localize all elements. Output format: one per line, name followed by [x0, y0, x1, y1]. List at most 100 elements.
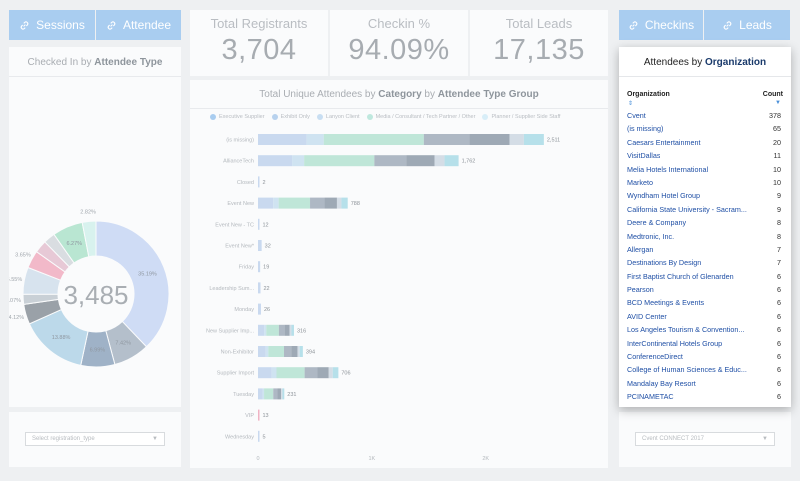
bar-segment[interactable]: [262, 388, 265, 400]
bar-segment[interactable]: [258, 176, 260, 188]
org-name-link[interactable]: ConferenceDirect: [627, 352, 683, 362]
org-name-link[interactable]: Wyndham Hotel Group: [627, 191, 701, 201]
org-name-link[interactable]: California State University - Sacram...: [627, 204, 747, 214]
org-name-link[interactable]: Cvent: [627, 111, 646, 120]
registration-type-select[interactable]: Select registration_type ▼: [25, 432, 165, 446]
table-row[interactable]: Melia Hotels International 10: [627, 163, 783, 176]
table-row[interactable]: Caesars Entertainment 20: [627, 136, 783, 149]
attendee-tab[interactable]: Attendee: [96, 10, 181, 40]
bar[interactable]: [258, 409, 260, 421]
bar-segment[interactable]: [284, 346, 292, 357]
sort-both-icon[interactable]: ⇕: [628, 101, 634, 107]
bar-segment[interactable]: [273, 388, 278, 400]
org-name-link[interactable]: Allergan: [627, 244, 654, 254]
bar-segment[interactable]: [271, 367, 277, 379]
org-name-link[interactable]: PCINAMETAC: [627, 392, 674, 402]
bar-segment[interactable]: [258, 134, 307, 145]
bar-segment[interactable]: [278, 324, 285, 336]
bar-segment[interactable]: [297, 346, 300, 357]
org-name-link[interactable]: InterContinental Hotels Group: [627, 338, 723, 348]
org-name-link[interactable]: Marketo: [627, 177, 653, 187]
bar[interactable]: [258, 346, 303, 357]
bar[interactable]: [258, 197, 348, 209]
table-row[interactable]: PCINAMETAC 6: [627, 390, 783, 403]
donut-slice[interactable]: [81, 220, 97, 258]
bar-segment[interactable]: [258, 282, 261, 294]
bar-segment[interactable]: [523, 134, 544, 145]
bar-segment[interactable]: [509, 134, 524, 145]
bar[interactable]: [258, 388, 285, 400]
bar-segment[interactable]: [258, 388, 263, 400]
bar[interactable]: [258, 240, 262, 251]
legend-item[interactable]: Media / Consultant / Tech Partner / Othe…: [366, 114, 475, 120]
table-row[interactable]: California State University - Sacram... 9: [627, 203, 783, 216]
bar-segment[interactable]: [258, 367, 272, 379]
attendee-type-donut[interactable]: 35.19% 7.42% 6.99% 13.88% 4.12% 2.07% 5.55% 3.6…: [9, 87, 181, 387]
bar-segment[interactable]: [299, 346, 303, 357]
table-row[interactable]: Deere & Company 8: [627, 216, 783, 229]
table-row[interactable]: BCD Meetings & Events 6: [627, 296, 783, 309]
bar-segment[interactable]: [292, 155, 305, 167]
bar[interactable]: [258, 282, 261, 294]
table-row[interactable]: ConferenceDirect 6: [627, 350, 783, 363]
table-row[interactable]: Marketo 10: [627, 176, 783, 189]
table-row[interactable]: Wyndham Hotel Group 9: [627, 189, 783, 202]
org-name-link[interactable]: Medtronic, Inc.: [627, 231, 675, 241]
bar-segment[interactable]: [469, 134, 510, 145]
bar-segment[interactable]: [317, 367, 329, 379]
donut-slice[interactable]: [95, 220, 170, 348]
bar-segment[interactable]: [444, 155, 459, 167]
table-row[interactable]: Los Angeles Tourism & Convention... 6: [627, 323, 783, 336]
bar-segment[interactable]: [258, 346, 266, 357]
bar-segment[interactable]: [258, 303, 261, 315]
bar[interactable]: [258, 303, 261, 315]
bar-segment[interactable]: [328, 367, 333, 379]
bar[interactable]: [258, 367, 339, 379]
bar[interactable]: [258, 218, 260, 230]
bar-segment[interactable]: [423, 134, 470, 145]
table-row[interactable]: Cvent 378: [627, 109, 783, 122]
bar[interactable]: [258, 430, 260, 442]
table-row[interactable]: Mandalay Bay Resort 6: [627, 377, 783, 390]
bar-segment[interactable]: [284, 324, 290, 336]
legend-item[interactable]: Planner / Supplier Side Staff: [482, 114, 560, 120]
sessions-tab[interactable]: Sessions: [9, 10, 95, 40]
table-row[interactable]: College of Human Sciences & Educ... 6: [627, 363, 783, 376]
bar-segment[interactable]: [258, 155, 293, 167]
bar-segment[interactable]: [289, 324, 292, 336]
org-name-link[interactable]: BCD Meetings & Events: [627, 298, 705, 308]
org-name-link[interactable]: Mandalay Bay Resort: [627, 378, 696, 388]
bar-segment[interactable]: [264, 388, 274, 400]
bar-segment[interactable]: [332, 367, 339, 379]
bar-segment[interactable]: [265, 346, 269, 357]
org-column-header[interactable]: Organization: [627, 91, 670, 98]
org-name-link[interactable]: Deere & Company: [627, 218, 687, 228]
org-name-link[interactable]: AVID Center: [627, 311, 667, 321]
org-name-link[interactable]: VisitDallas: [627, 151, 661, 161]
bar[interactable]: [258, 324, 294, 336]
bar-segment[interactable]: [273, 197, 279, 209]
bar[interactable]: [258, 176, 260, 188]
bar-segment[interactable]: [258, 261, 261, 273]
org-name-link[interactable]: College of Human Sciences & Educ...: [627, 365, 747, 375]
bar[interactable]: [258, 134, 544, 145]
table-row[interactable]: Pearson 6: [627, 283, 783, 296]
legend-item[interactable]: Exhibit Only: [271, 114, 310, 120]
leads-tab[interactable]: Leads: [704, 10, 790, 40]
bar-segment[interactable]: [304, 155, 375, 167]
org-name-link[interactable]: (is missing): [627, 124, 664, 134]
bar-segment[interactable]: [278, 197, 311, 209]
bar-segment[interactable]: [258, 324, 265, 336]
bar-segment[interactable]: [374, 155, 407, 167]
sort-down-icon[interactable]: ▼: [775, 100, 781, 106]
bar-segment[interactable]: [341, 197, 348, 209]
org-name-link[interactable]: Pearson: [627, 285, 654, 295]
table-row[interactable]: Destinations By Design 7: [627, 256, 783, 269]
bar-segment[interactable]: [323, 134, 424, 145]
bar-segment[interactable]: [258, 240, 262, 251]
table-row[interactable]: VisitDallas 11: [627, 149, 783, 162]
bar-segment[interactable]: [281, 388, 283, 400]
bar-segment[interactable]: [310, 197, 325, 209]
table-row[interactable]: (is missing) 65: [627, 122, 783, 135]
bar[interactable]: [258, 155, 459, 167]
